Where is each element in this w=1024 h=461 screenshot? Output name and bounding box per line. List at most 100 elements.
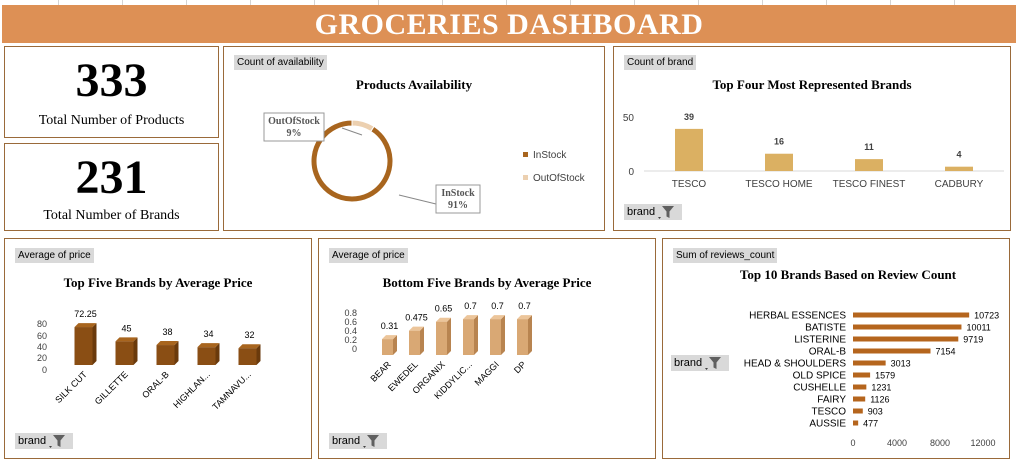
sheet-gridline bbox=[378, 0, 379, 5]
bottom-price-field-button[interactable]: Average of price bbox=[329, 248, 408, 263]
callout-outofstock-name: OutOfStock bbox=[268, 116, 320, 127]
data-label: 0.7 bbox=[491, 301, 504, 311]
reviews-chart-panel[interactable]: Sum of reviews_count Top 10 Brands Based… bbox=[662, 238, 1010, 459]
filter-label: brand bbox=[674, 357, 703, 369]
sheet-gridline bbox=[762, 0, 763, 5]
top-brands-chart-panel[interactable]: Count of brand Top Four Most Represented… bbox=[613, 46, 1011, 231]
bottom-price-chart: 0.8 0.6 0.4 0.2 0 0.31BEAR0.475EWEDEL0.6… bbox=[344, 301, 532, 401]
availability-chart-panel[interactable]: Count of availability Products Availabil… bbox=[223, 46, 605, 231]
bar-side bbox=[420, 326, 424, 355]
kpi-total-products: 333 Total Number of Products bbox=[4, 46, 219, 138]
bar-side bbox=[528, 315, 532, 355]
y-tick-label: 20 bbox=[37, 353, 47, 363]
reviews-brand-filter[interactable]: brand bbox=[671, 355, 729, 371]
callout-instock-pct: 91% bbox=[448, 200, 468, 211]
data-label: 39 bbox=[684, 112, 694, 122]
y-tick-label: 0.2 bbox=[344, 335, 357, 345]
availability-chart-title: Products Availability bbox=[355, 77, 473, 92]
callout-box-outofstock bbox=[263, 112, 325, 142]
y-tick-label: 0.8 bbox=[344, 308, 357, 318]
bottom-price-brand-filter[interactable]: brand bbox=[329, 433, 387, 449]
bar bbox=[436, 321, 447, 355]
data-label: 0.65 bbox=[435, 304, 453, 314]
x-tick-label: SILK CUT bbox=[53, 369, 89, 405]
legend-swatch-outofstock bbox=[523, 175, 528, 180]
bar-top bbox=[517, 315, 532, 320]
x-tick-label: GILLETTE bbox=[93, 369, 130, 406]
y-tick-label: 0.4 bbox=[344, 326, 357, 336]
data-label: 34 bbox=[203, 329, 213, 339]
title-banner: GROCERIES DASHBOARD bbox=[2, 5, 1016, 43]
sheet-gridline bbox=[122, 0, 123, 5]
callout-outofstock-pct: 9% bbox=[287, 128, 302, 139]
bar-top bbox=[463, 315, 478, 320]
top-brands-field-button[interactable]: Count of brand bbox=[624, 55, 697, 70]
sheet-gridline bbox=[954, 0, 955, 5]
availability-field-button[interactable]: Count of availability bbox=[234, 55, 327, 70]
y-tick-label: AUSSIE bbox=[809, 419, 846, 430]
bar bbox=[853, 312, 970, 318]
data-label: 1579 bbox=[875, 371, 895, 381]
sheet-gridline bbox=[314, 0, 315, 5]
legend-instock-label: InStock bbox=[533, 150, 567, 161]
data-label: 7154 bbox=[936, 347, 956, 357]
data-label: 0.31 bbox=[381, 321, 399, 331]
data-label: 0.475 bbox=[405, 313, 428, 323]
bar bbox=[853, 396, 866, 402]
donut bbox=[310, 119, 394, 203]
sheet-gridline bbox=[890, 0, 891, 5]
top-brands-brand-filter[interactable]: brand bbox=[624, 204, 682, 220]
data-label: 10723 bbox=[974, 311, 999, 321]
y-tick-label: CUSHELLE bbox=[793, 383, 846, 394]
y-tick-label: BATISTE bbox=[805, 323, 846, 334]
data-label: 45 bbox=[121, 323, 131, 333]
data-label: 0.7 bbox=[518, 301, 531, 311]
bar bbox=[853, 324, 962, 330]
x-tick-label: TAMNAVU... bbox=[210, 369, 253, 412]
y-tick-label: 50 bbox=[623, 113, 635, 124]
bar-side bbox=[174, 341, 179, 365]
bar bbox=[853, 384, 867, 390]
bar bbox=[197, 347, 216, 365]
y-tick-label: 0 bbox=[352, 344, 357, 354]
x-tick-label: HIGHLAN... bbox=[171, 369, 212, 410]
kpi-total-brands-value: 231 bbox=[75, 151, 148, 204]
bar bbox=[74, 327, 93, 365]
filter-icon bbox=[363, 435, 380, 448]
kpi-total-products-value: 333 bbox=[75, 54, 148, 107]
sheet-gridline bbox=[186, 0, 187, 5]
data-label: 1231 bbox=[871, 383, 891, 393]
top-brands-chart: 50 0 39 TESCO 16 TESCO HOME 11 TESCO FINEST 4 C… bbox=[623, 112, 1004, 190]
reviews-field-button[interactable]: Sum of reviews_count bbox=[673, 248, 778, 263]
bar-side bbox=[393, 335, 397, 355]
x-tick-label: BEAR bbox=[369, 359, 394, 384]
sheet-gridline bbox=[570, 0, 571, 5]
callout-instock-name: InStock bbox=[441, 188, 475, 199]
y-tick-label: HEAD & SHOULDERS bbox=[744, 359, 847, 370]
data-label: 72.25 bbox=[74, 309, 97, 319]
bar bbox=[853, 372, 871, 378]
top-price-brand-filter[interactable]: brand bbox=[15, 433, 73, 449]
data-label: 477 bbox=[863, 419, 878, 429]
reviews-chart-title: Top 10 Brands Based on Review Count bbox=[739, 267, 957, 282]
sheet-gridline bbox=[506, 0, 507, 5]
y-tick-label: LISTERINE bbox=[794, 335, 846, 346]
bar-top bbox=[436, 317, 451, 322]
bar bbox=[853, 336, 959, 342]
top-price-chart: 80 60 40 20 0 72.25 SILK CUT 45 GILLETTE 38 O… bbox=[37, 309, 261, 412]
filter-icon bbox=[658, 206, 675, 219]
x-tick-label: 12000 bbox=[970, 438, 995, 448]
filter-label: brand bbox=[332, 435, 361, 447]
legend-swatch-instock bbox=[523, 152, 528, 157]
filter-label: brand bbox=[627, 206, 656, 218]
kpi-total-brands: 231 Total Number of Brands bbox=[4, 143, 219, 231]
bottom-price-chart-panel[interactable]: Average of price Bottom Five Brands by A… bbox=[318, 238, 656, 459]
top-price-field-button[interactable]: Average of price bbox=[15, 248, 94, 263]
x-tick-label: 8000 bbox=[930, 438, 950, 448]
bar bbox=[409, 330, 420, 355]
callout-line-outofstock bbox=[341, 127, 363, 136]
data-label: 0.7 bbox=[464, 301, 477, 311]
bar bbox=[853, 348, 931, 354]
top-price-chart-panel[interactable]: Average of price Top Five Brands by Aver… bbox=[4, 238, 312, 459]
bar-top bbox=[382, 335, 397, 340]
